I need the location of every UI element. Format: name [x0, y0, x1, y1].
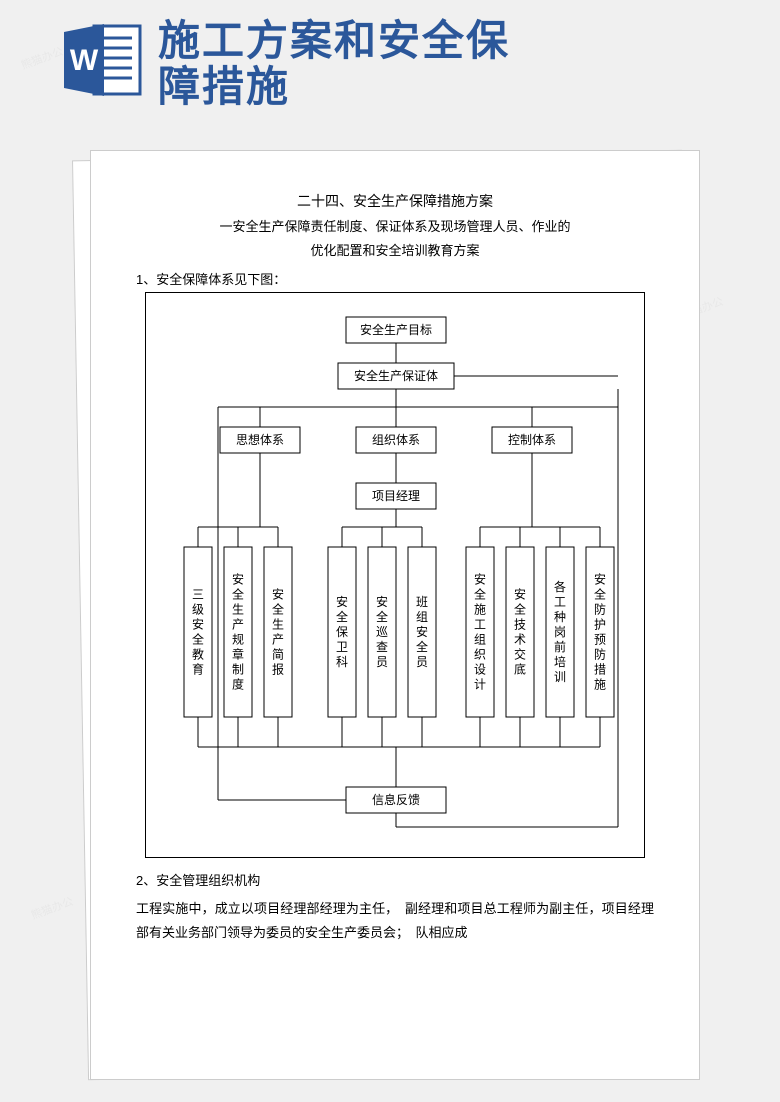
svg-text:预: 预: [594, 632, 606, 646]
svg-text:W: W: [70, 44, 99, 77]
svg-text:教: 教: [192, 646, 204, 661]
svg-text:训: 训: [554, 670, 566, 684]
svg-text:科: 科: [336, 655, 348, 669]
svg-text:交: 交: [514, 646, 526, 661]
svg-text:思想体系: 思想体系: [236, 432, 284, 447]
svg-text:设: 设: [474, 662, 486, 676]
document-page: 二十四、安全生产保障措施方案 一安全生产保障责任制度、保证体系及现场管理人员、作…: [90, 150, 700, 1080]
title-line-2: 障措施: [158, 64, 510, 110]
svg-text:各: 各: [554, 579, 566, 594]
svg-text:组: 组: [474, 632, 486, 646]
svg-text:全: 全: [594, 586, 606, 601]
svg-text:安全生产保证体: 安全生产保证体: [354, 368, 438, 383]
doc-title: 二十四、安全生产保障措施方案: [136, 191, 654, 211]
svg-text:技: 技: [514, 617, 526, 631]
svg-text:卫: 卫: [336, 640, 348, 654]
svg-text:施: 施: [474, 602, 486, 616]
svg-text:制: 制: [232, 662, 244, 676]
svg-text:底: 底: [514, 661, 526, 676]
svg-text:安全生产目标: 安全生产目标: [360, 322, 432, 337]
svg-text:防: 防: [594, 601, 606, 616]
svg-text:安: 安: [272, 586, 284, 601]
svg-text:安: 安: [514, 586, 526, 601]
svg-text:保: 保: [336, 625, 348, 639]
svg-text:级: 级: [192, 602, 204, 616]
svg-text:度: 度: [232, 676, 244, 691]
svg-text:防: 防: [594, 646, 606, 661]
section-2-label: 2、安全管理组织机构: [136, 870, 654, 889]
svg-text:组: 组: [416, 610, 428, 624]
svg-text:安: 安: [594, 571, 606, 586]
svg-text:三: 三: [192, 587, 204, 601]
doc-subtitle-2: 优化配置和安全培训教育方案: [136, 240, 654, 259]
svg-text:项目经理: 项目经理: [372, 489, 420, 503]
svg-text:安: 安: [474, 571, 486, 586]
svg-text:员: 员: [416, 655, 428, 669]
svg-text:措: 措: [594, 662, 606, 676]
svg-text:查: 查: [376, 640, 388, 654]
flowchart-frame: 安全生产目标安全生产保证体思想体系组织体系控制体系项目经理信息反馈三级安全教育安…: [145, 292, 645, 858]
svg-text:控制体系: 控制体系: [508, 433, 556, 447]
svg-text:全: 全: [514, 601, 526, 616]
svg-text:安: 安: [376, 594, 388, 609]
svg-text:产: 产: [232, 617, 244, 631]
svg-text:岗: 岗: [554, 625, 566, 639]
svg-text:全: 全: [376, 609, 388, 624]
flowchart-svg: 安全生产目标安全生产保证体思想体系组织体系控制体系项目经理信息反馈三级安全教育安…: [158, 307, 634, 837]
svg-text:巡: 巡: [376, 625, 388, 639]
svg-text:全: 全: [192, 631, 204, 646]
svg-text:安: 安: [336, 594, 348, 609]
svg-text:信息反馈: 信息反馈: [372, 792, 420, 807]
svg-text:章: 章: [232, 646, 244, 661]
section-1-label: 1、安全保障体系见下图：: [136, 269, 654, 288]
svg-text:班: 班: [416, 595, 428, 609]
svg-text:报: 报: [272, 661, 284, 676]
svg-text:工: 工: [474, 617, 486, 631]
svg-text:培: 培: [554, 654, 566, 669]
svg-text:安: 安: [192, 616, 204, 631]
svg-text:全: 全: [272, 601, 284, 616]
page-title: 施工方案和安全保 障措施: [158, 18, 510, 110]
body-paragraph: 工程实施中，成立以项目经理部经理为主任， 副经理和项目总工程师为副主任，项目经理…: [136, 897, 654, 946]
svg-text:全: 全: [474, 586, 486, 601]
svg-text:员: 员: [376, 655, 388, 669]
svg-text:计: 计: [474, 677, 486, 691]
svg-text:前: 前: [554, 639, 566, 654]
header: W 施工方案和安全保 障措施: [0, 0, 780, 110]
svg-text:规: 规: [232, 631, 244, 646]
svg-text:种: 种: [554, 610, 566, 624]
svg-text:组织体系: 组织体系: [372, 433, 420, 447]
svg-text:安: 安: [232, 571, 244, 586]
svg-text:护: 护: [594, 617, 606, 631]
svg-text:生: 生: [232, 602, 244, 616]
svg-text:术: 术: [514, 632, 526, 646]
watermark: 熊猫办公: [29, 893, 76, 923]
svg-text:全: 全: [416, 639, 428, 654]
svg-text:简: 简: [272, 647, 284, 661]
svg-text:全: 全: [336, 609, 348, 624]
svg-text:施: 施: [594, 677, 606, 691]
svg-text:工: 工: [554, 595, 566, 609]
svg-text:育: 育: [192, 661, 204, 676]
title-line-1: 施工方案和安全保: [158, 18, 510, 64]
word-icon: W: [60, 18, 144, 102]
svg-text:织: 织: [474, 647, 486, 661]
svg-text:安: 安: [416, 624, 428, 639]
svg-text:生: 生: [272, 617, 284, 631]
svg-text:产: 产: [272, 632, 284, 646]
doc-subtitle-1: 一安全生产保障责任制度、保证体系及现场管理人员、作业的: [136, 217, 654, 238]
svg-text:全: 全: [232, 586, 244, 601]
